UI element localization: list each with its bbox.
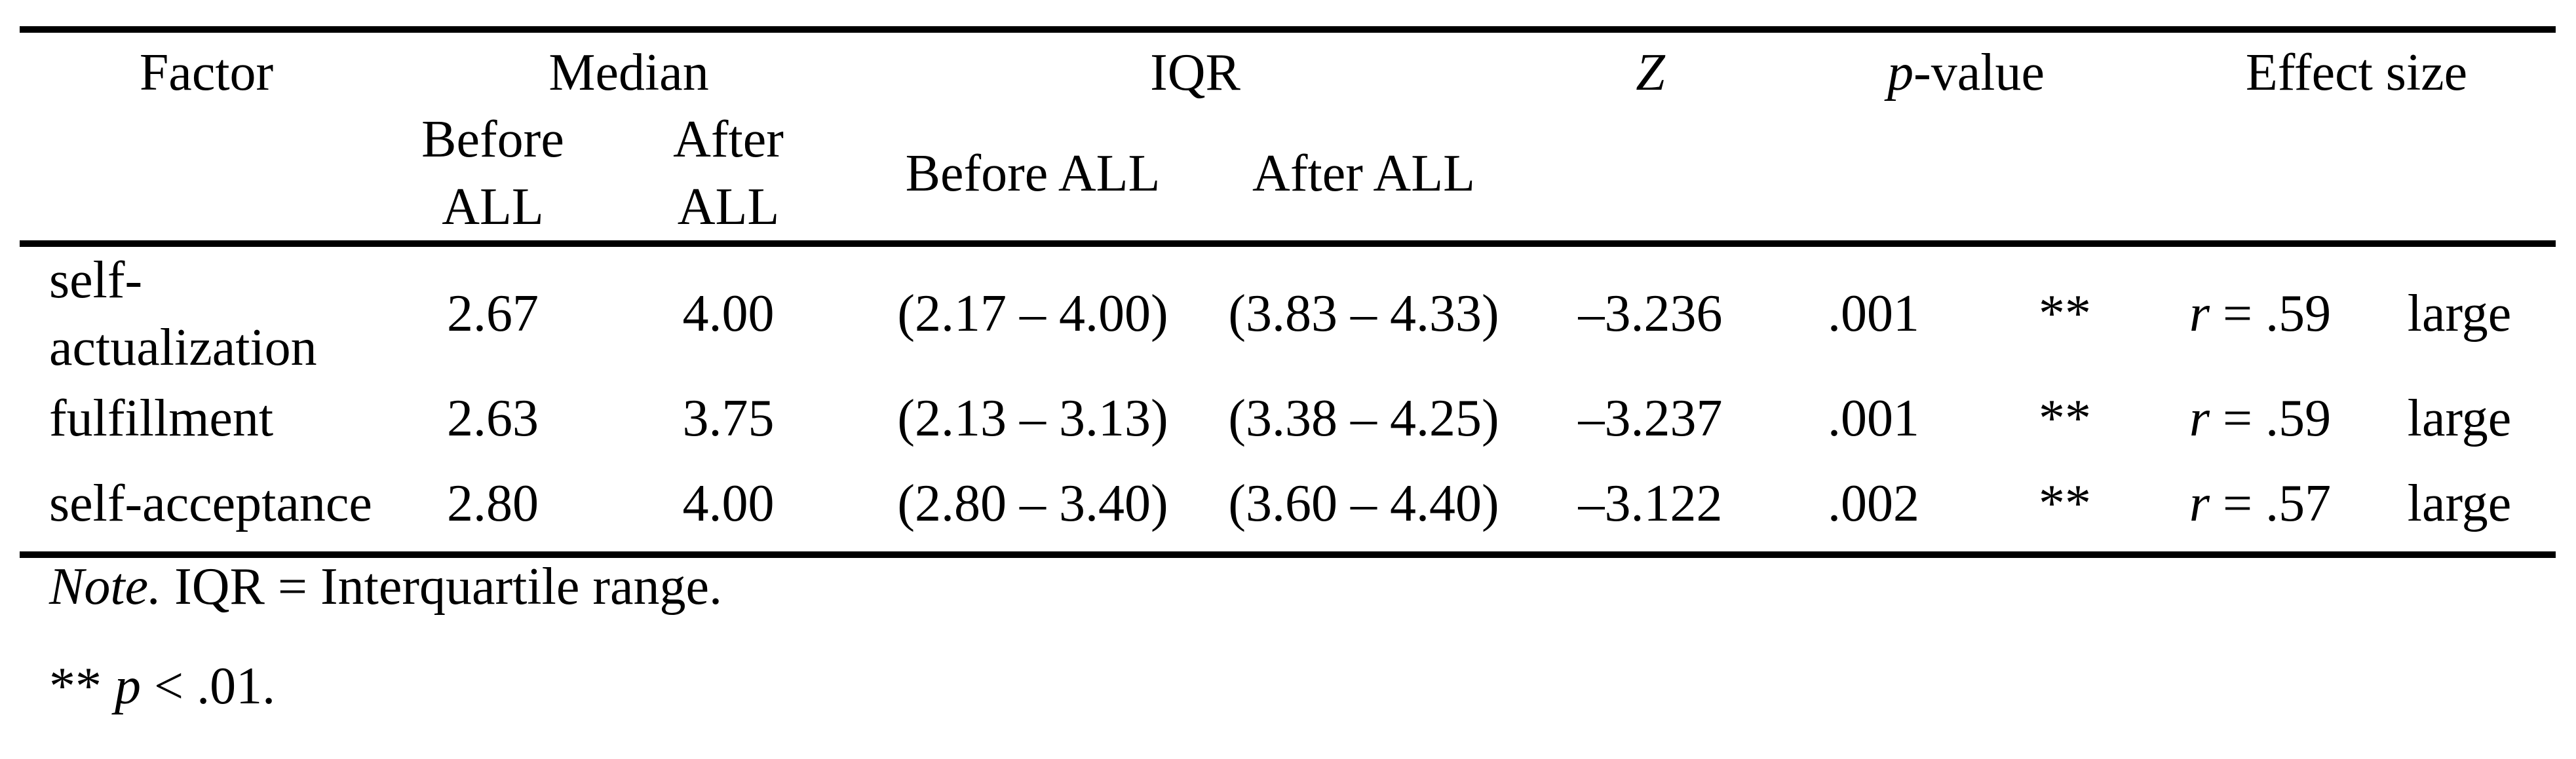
- cell-effect-r: r = .57: [2157, 456, 2363, 555]
- cell-effect-magnitude: large: [2407, 390, 2512, 448]
- table-header: Factor Median IQR Z p-value Effect size …: [20, 29, 2556, 244]
- note-label: Note.: [49, 558, 162, 616]
- significance-note: ** p < .01.: [49, 655, 275, 718]
- cell-iqr-after: (3.38 – 4.25): [1228, 390, 1499, 448]
- header-row-top: Factor Median IQR Z p-value Effect size: [20, 29, 2556, 106]
- table-row-fulfillment: fulfillment 2.63 3.75 (2.13 – 3.13) (3.3…: [20, 381, 2556, 456]
- r-value: = .59: [2210, 390, 2332, 448]
- p-symbol: p: [1887, 44, 1914, 102]
- cell-effect-magnitude: large: [2407, 475, 2512, 533]
- r-value: = .59: [2210, 285, 2332, 343]
- cell-z: –3.236: [1578, 285, 1723, 343]
- cell-iqr-after: (3.60 – 4.40): [1228, 475, 1499, 533]
- factor-label: self-acceptance: [49, 475, 372, 533]
- cell-z: –3.122: [1578, 475, 1723, 533]
- cell-iqr-before: (2.17 – 4.00): [897, 285, 1168, 343]
- r-symbol: r: [2189, 475, 2210, 533]
- statistics-table: Factor Median IQR Z p-value Effect size …: [20, 26, 2556, 558]
- significance-threshold: < .01.: [141, 657, 276, 715]
- cell-median-before: 2.63: [447, 390, 539, 448]
- cell-effect-r: r = .59: [2157, 244, 2363, 381]
- cell-median-after: 4.00: [682, 285, 775, 343]
- header-effect-size: Effect size: [2245, 44, 2468, 102]
- cell-p: .001: [1828, 390, 1919, 448]
- cell-p: .001: [1828, 285, 1919, 343]
- cell-median-after: 3.75: [682, 390, 775, 448]
- subheader-iqr-after: After ALL: [1252, 144, 1475, 202]
- header-z: Z: [1526, 29, 1775, 244]
- r-symbol: r: [2189, 390, 2210, 448]
- cell-p: .002: [1828, 475, 1919, 533]
- table-body: self-actualization 2.67 4.00 (2.17 – 4.0…: [20, 244, 2556, 555]
- cell-effect-magnitude: large: [2407, 285, 2512, 343]
- header-iqr: IQR: [1150, 44, 1240, 102]
- cell-median-before: 2.67: [447, 285, 539, 343]
- cell-iqr-after: (3.83 – 4.33): [1228, 285, 1499, 343]
- factor-label: fulfillment: [49, 390, 274, 448]
- cell-sig: **: [2039, 390, 2091, 448]
- cell-z: –3.237: [1578, 390, 1723, 448]
- cell-median-after: 4.00: [682, 475, 775, 533]
- header-median: Median: [548, 44, 709, 102]
- table-row-self-actualization: self-actualization 2.67 4.00 (2.17 – 4.0…: [20, 244, 2556, 381]
- cell-effect-r: r = .59: [2157, 381, 2363, 456]
- subheader-median-before: Before ALL: [421, 111, 564, 236]
- cell-iqr-before: (2.13 – 3.13): [897, 390, 1168, 448]
- p-value-suffix: -value: [1913, 44, 2045, 102]
- r-symbol: r: [2189, 285, 2210, 343]
- significance-marker: **: [49, 657, 115, 715]
- subheader-iqr-before: Before ALL: [905, 144, 1161, 202]
- factor-label: self-actualization: [49, 251, 317, 377]
- header-factor: Factor: [139, 44, 274, 102]
- table-row-self-acceptance: self-acceptance 2.80 4.00 (2.80 – 3.40) …: [20, 456, 2556, 555]
- z-symbol: Z: [1636, 44, 1665, 102]
- cell-median-before: 2.80: [447, 475, 539, 533]
- table-note: Note. IQR = Interquartile range.: [49, 555, 722, 618]
- note-text: IQR = Interquartile range.: [161, 558, 722, 616]
- p-symbol: p: [115, 657, 141, 715]
- cell-sig: **: [2039, 475, 2091, 533]
- subheader-median-after: After ALL: [673, 111, 784, 236]
- header-row-sub: Before ALL After ALL Before ALL After AL…: [20, 106, 2556, 244]
- r-value: = .57: [2210, 475, 2332, 533]
- cell-iqr-before: (2.80 – 3.40): [897, 475, 1168, 533]
- header-p-value: p-value: [1775, 29, 2157, 244]
- cell-sig: **: [2039, 285, 2091, 343]
